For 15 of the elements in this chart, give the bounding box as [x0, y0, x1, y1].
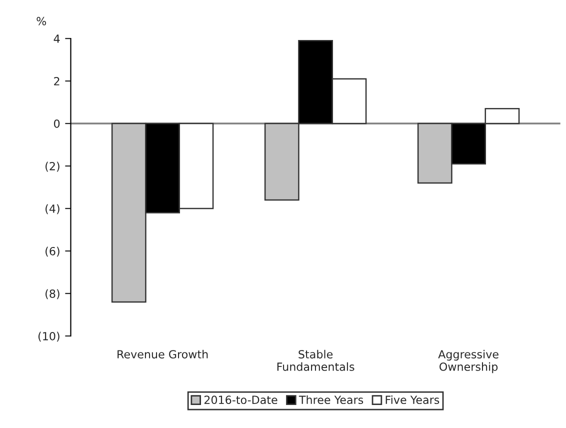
x-tick-label: Stable Fundamentals	[277, 350, 354, 371]
legend-label: Five Years	[386, 395, 440, 404]
y-tick-label: (8)	[46, 289, 60, 300]
x-tick-label: Revenue Growth	[118, 350, 208, 358]
y-tick-label: (10)	[38, 332, 60, 342]
y-tick-label: (4)	[46, 204, 60, 214]
y-tick-label: 2	[54, 76, 60, 86]
x-tick-label: Aggressive Ownership	[438, 350, 498, 374]
y-tick-label: (2)	[46, 162, 60, 172]
y-tick-label: 0	[54, 119, 60, 128]
y-tick-label: 4	[54, 34, 60, 43]
y-axis-title: %	[36, 16, 46, 26]
y-tick-label: (6)	[46, 246, 60, 257]
legend-label: Three Years	[298, 395, 364, 404]
legend-label: 2016-to-Date	[204, 396, 278, 404]
